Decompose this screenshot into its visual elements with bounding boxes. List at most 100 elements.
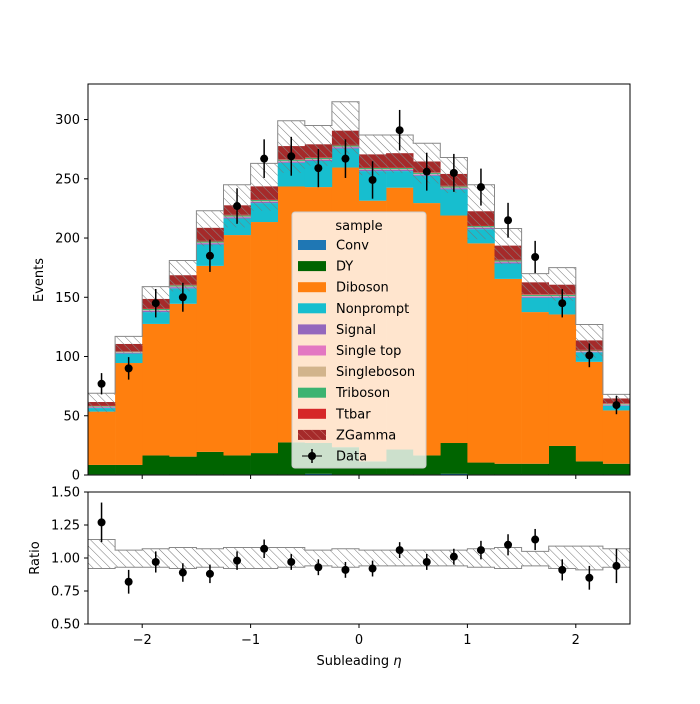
- ratio-uncertainty-band: [88, 540, 630, 570]
- legend-label: DY: [336, 260, 353, 275]
- legend: sample ConvDYDibosonNonpromptSignalSingl…: [292, 212, 426, 468]
- x-tick-label: 0: [355, 633, 363, 648]
- data-point: [612, 401, 620, 409]
- data-point: [206, 252, 214, 260]
- ratio-y-tick-label: 1.50: [51, 486, 80, 501]
- ratio-band-hatch: [522, 551, 549, 566]
- x-tick-label: −2: [133, 633, 152, 648]
- bar-dy: [576, 461, 603, 474]
- data-point: [98, 380, 106, 388]
- legend-label: Diboson: [336, 281, 389, 296]
- bar-dy: [251, 453, 278, 474]
- bar-dy: [224, 455, 251, 474]
- bar-diboson: [495, 279, 522, 464]
- ratio-point: [260, 545, 268, 553]
- legend-label: Triboson: [335, 386, 390, 401]
- ratio-point: [287, 558, 295, 566]
- bar-dy: [440, 443, 467, 474]
- ratio-band-hatch: [88, 540, 115, 569]
- legend-label: Ttbar: [335, 407, 371, 422]
- bar-ttbar: [522, 294, 549, 295]
- ratio-point: [125, 578, 133, 586]
- legend-swatch: [298, 282, 326, 292]
- bar-signal: [522, 297, 549, 298]
- bar-dy: [495, 464, 522, 475]
- bar-nonprompt: [522, 298, 549, 312]
- ratio-y-tick-label: 1.00: [51, 552, 80, 567]
- y-tick-label: 200: [55, 232, 80, 247]
- legend-swatch: [298, 346, 326, 356]
- ratio-point: [396, 546, 404, 554]
- legend-marker-data-point: [308, 452, 316, 460]
- ratio-y-axis-label: Ratio: [28, 541, 43, 574]
- bar-dy: [549, 446, 576, 474]
- bar-diboson: [224, 235, 251, 455]
- legend-swatch: [298, 303, 326, 313]
- data-point: [369, 176, 377, 184]
- data-point: [585, 351, 593, 359]
- bar-diboson: [196, 266, 223, 452]
- legend-label: Signal: [336, 323, 376, 338]
- legend-swatch: [298, 367, 326, 377]
- bar-diboson: [549, 314, 576, 446]
- bar-diboson: [576, 362, 603, 462]
- data-point: [477, 183, 485, 191]
- legend-label: Singleboson: [336, 365, 415, 380]
- legend-swatch: [298, 261, 326, 271]
- x-tick-label: −1: [241, 633, 260, 648]
- bar-diboson: [142, 324, 169, 456]
- ratio-point: [477, 546, 485, 554]
- main-x-ticks: [142, 475, 576, 479]
- y-tick-label: 0: [72, 469, 80, 484]
- ratio-band-hatch: [196, 549, 223, 567]
- bar-dy: [522, 464, 549, 475]
- ratio-point: [341, 566, 349, 574]
- ratio-point: [179, 569, 187, 577]
- ratio-point: [206, 570, 214, 578]
- data-point: [341, 155, 349, 163]
- ratio-point: [612, 562, 620, 570]
- ratio-point: [504, 541, 512, 549]
- y-tick-label: 150: [55, 291, 80, 306]
- ratio-point: [369, 565, 377, 573]
- data-point: [125, 364, 133, 372]
- ratio-point: [233, 557, 241, 565]
- legend-label: ZGamma: [336, 428, 396, 443]
- ratio-point: [423, 558, 431, 566]
- bar-diboson: [440, 216, 467, 443]
- ratio-y-ticks: 0.500.751.001.251.50: [51, 486, 88, 633]
- legend-title: sample: [335, 219, 382, 234]
- data-point: [287, 152, 295, 160]
- ratio-point: [450, 553, 458, 561]
- bar-diboson: [603, 410, 630, 463]
- legend-label: Single top: [336, 344, 401, 359]
- uncertainty-hatch: [522, 274, 549, 293]
- ratio-point: [531, 536, 539, 544]
- y-tick-label: 300: [55, 113, 80, 128]
- legend-swatch: [298, 430, 326, 440]
- data-point: [504, 216, 512, 224]
- data-point: [152, 299, 160, 307]
- ratio-point: [558, 566, 566, 574]
- ratio-y-tick-label: 0.50: [51, 618, 80, 633]
- y-axis-label: Events: [32, 258, 47, 302]
- bar-nonprompt: [495, 264, 522, 279]
- bar-signal: [115, 353, 142, 354]
- bar-diboson: [251, 222, 278, 453]
- legend-label: Conv: [336, 239, 369, 254]
- uncertainty-hatch: [88, 393, 115, 412]
- data-point: [558, 299, 566, 307]
- ratio-point: [98, 518, 106, 526]
- data-point: [531, 253, 539, 261]
- bar-diboson: [522, 312, 549, 464]
- data-point: [179, 293, 187, 301]
- y-tick-label: 100: [55, 350, 80, 365]
- data-point: [233, 202, 241, 210]
- bar-dy: [603, 464, 630, 475]
- x-axis-label: Subleading η: [316, 654, 401, 669]
- legend-swatch: [298, 409, 326, 419]
- legend-swatch: [298, 324, 326, 334]
